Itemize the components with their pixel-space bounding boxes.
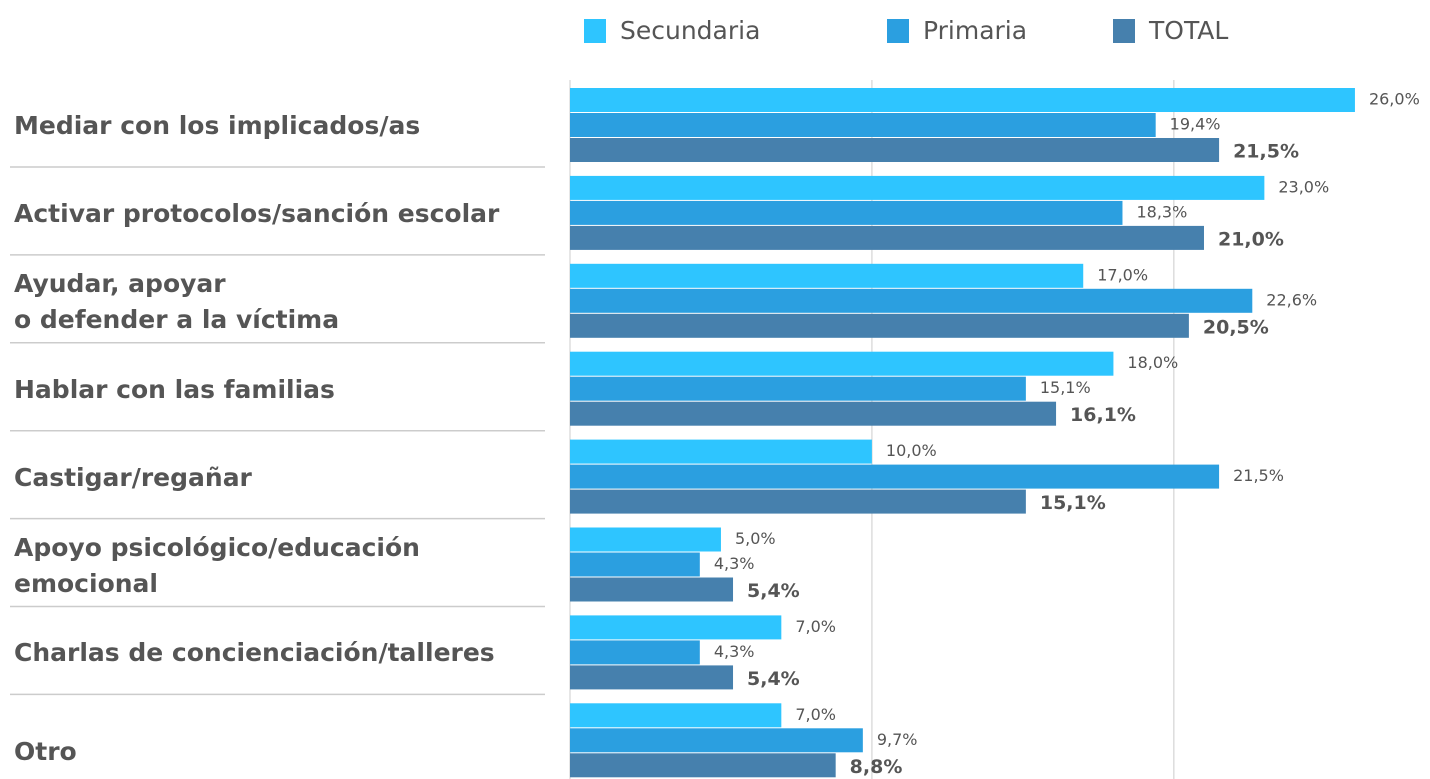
bar [570,288,1253,313]
value-label: 21,5% [1233,141,1299,163]
legend-swatch [887,19,909,43]
bar [570,615,782,640]
bar [570,703,782,728]
value-label: 7,0% [795,705,836,724]
bar [570,439,872,464]
category-label: Hablar con las familias [14,374,335,404]
value-label: 4,3% [714,554,755,573]
bar [570,351,1114,376]
bar [570,753,836,778]
value-label: 22,6% [1266,290,1317,309]
category-label: Activar protocolos/sanción escolar [14,198,500,228]
bar [570,263,1084,288]
bar [570,88,1355,112]
value-label: 7,0% [795,617,836,636]
bar [570,200,1123,225]
value-label: 5,4% [747,580,800,602]
category-label: Otro [14,737,77,767]
bar [570,376,1026,401]
bar [570,113,1156,137]
bar [570,225,1204,250]
bar [570,728,863,753]
value-label: 26,0% [1369,90,1420,109]
category-label: Charlas de concienciación/talleres [14,638,495,668]
legend-swatch [584,19,606,43]
value-label: 15,1% [1040,492,1106,514]
bar [570,577,734,602]
value-label: 17,0% [1097,265,1148,284]
bar [570,313,1189,338]
category-label: Mediar con los implicados/as [14,111,421,140]
value-label: 21,0% [1218,228,1284,250]
bar [570,527,721,552]
value-label: 8,8% [850,756,903,778]
value-label: 20,5% [1203,316,1269,338]
category-label: Castigar/regañar [14,462,252,492]
bar [570,665,734,690]
value-label: 23,0% [1278,177,1329,196]
legend-swatch [1113,19,1135,43]
bar [570,640,700,665]
category-label: Apoyo psicológico/educación emocional [14,532,420,598]
value-label: 18,3% [1136,202,1187,221]
legend-label: Primaria [923,16,1027,45]
value-label: 5,4% [747,668,800,690]
value-label: 5,0% [735,529,776,548]
bar [570,489,1026,514]
value-label: 15,1% [1040,378,1091,397]
bar [570,464,1220,489]
value-label: 9,7% [877,730,918,749]
bar [570,552,700,577]
value-label: 19,4% [1170,115,1221,134]
legend-label: Secundaria [620,16,760,45]
value-label: 10,0% [886,441,937,460]
bar [570,175,1265,200]
value-label: 16,1% [1070,404,1136,426]
value-label: 18,0% [1127,353,1178,372]
legend-label: TOTAL [1148,16,1228,45]
category-label: Ayudar, apoyar o defender a la víctima [14,268,340,334]
bar [570,138,1220,162]
value-label: 4,3% [714,642,755,661]
bar [570,401,1057,426]
value-label: 21,5% [1233,466,1284,485]
